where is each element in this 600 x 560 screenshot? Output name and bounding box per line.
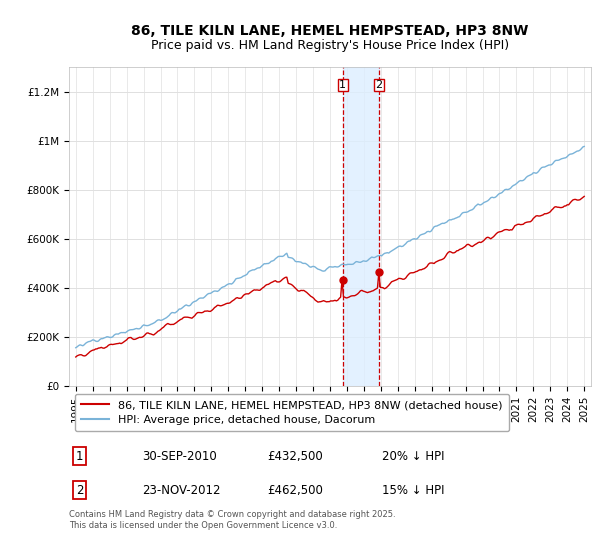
Text: 86, TILE KILN LANE, HEMEL HEMPSTEAD, HP3 8NW: 86, TILE KILN LANE, HEMEL HEMPSTEAD, HP3… (131, 24, 529, 38)
Bar (343, 67, 379, 386)
Text: 1: 1 (339, 80, 346, 90)
Text: 30-SEP-2010: 30-SEP-2010 (142, 450, 217, 463)
Text: Price paid vs. HM Land Registry's House Price Index (HPI): Price paid vs. HM Land Registry's House … (151, 39, 509, 53)
Text: 15% ↓ HPI: 15% ↓ HPI (382, 484, 445, 497)
Text: 1: 1 (76, 450, 83, 463)
Text: Contains HM Land Registry data © Crown copyright and database right 2025.
This d: Contains HM Land Registry data © Crown c… (69, 510, 395, 530)
Legend: 86, TILE KILN LANE, HEMEL HEMPSTEAD, HP3 8NW (detached house), HPI: Average pric: 86, TILE KILN LANE, HEMEL HEMPSTEAD, HP3… (74, 394, 509, 431)
Text: 23-NOV-2012: 23-NOV-2012 (142, 484, 221, 497)
Text: 2: 2 (76, 484, 83, 497)
Text: £432,500: £432,500 (268, 450, 323, 463)
Text: 20% ↓ HPI: 20% ↓ HPI (382, 450, 445, 463)
Text: £462,500: £462,500 (268, 484, 323, 497)
Text: 2: 2 (376, 80, 383, 90)
